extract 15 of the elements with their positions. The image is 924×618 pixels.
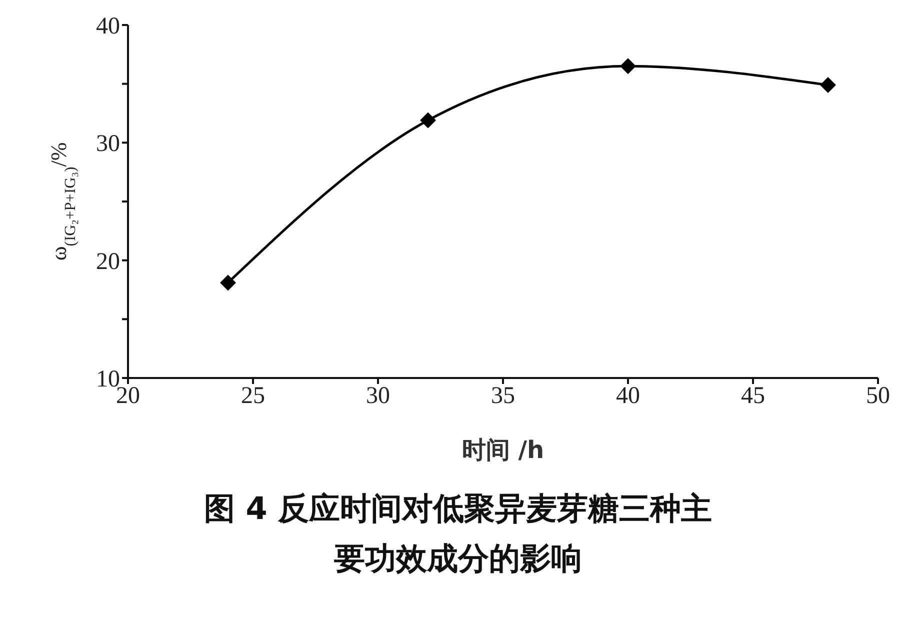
x-axis-title: 时间 /h bbox=[462, 436, 544, 464]
text: 图 4 反应时间对低聚异麦芽糖三种主要功效成分的影响 bbox=[202, 490, 714, 579]
x-tick-label: 45 bbox=[741, 383, 765, 410]
x-tick-label: 30 bbox=[366, 383, 390, 410]
y-tick-label: 20 bbox=[96, 248, 120, 275]
x-tick-label: 25 bbox=[241, 383, 265, 410]
point bbox=[620, 58, 636, 74]
y-tick-label: 40 bbox=[96, 14, 120, 40]
x-tick-label: 35 bbox=[491, 383, 515, 410]
x-tick-label: 40 bbox=[616, 383, 640, 410]
point bbox=[420, 112, 436, 128]
point bbox=[220, 274, 236, 291]
point bbox=[820, 77, 836, 94]
x-tick-label: 50 bbox=[866, 383, 890, 410]
y-tick-label: 30 bbox=[96, 131, 120, 158]
